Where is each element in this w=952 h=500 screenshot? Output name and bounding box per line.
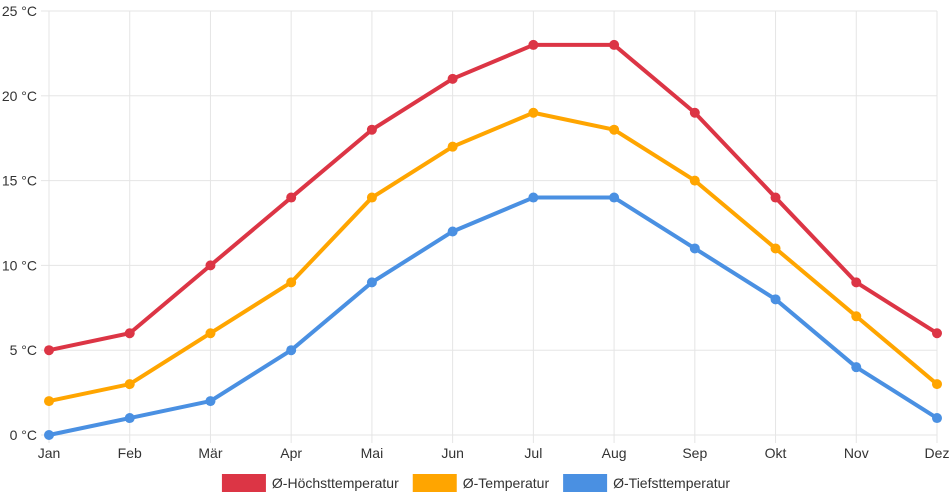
x-tick-label: Apr	[280, 445, 302, 461]
x-axis-ticks: Jan Feb Mär Apr Mai Jun Jul Aug Sep Okt Nov Dez	[38, 445, 950, 461]
series-line	[47, 195, 939, 437]
legend-label: Ø-Temperatur	[463, 475, 550, 491]
x-tick-label: Okt	[765, 445, 787, 461]
series-line	[47, 42, 939, 353]
y-tick-label: 0 °C	[10, 427, 37, 443]
data-point[interactable]	[447, 226, 458, 237]
data-point[interactable]	[770, 192, 781, 203]
data-point[interactable]	[689, 107, 700, 118]
y-axis-ticks: 0 °C 5 °C 10 °C 15 °C 20 °C 25 °C	[2, 3, 37, 443]
data-point[interactable]	[851, 311, 862, 322]
x-tick-label: Feb	[118, 445, 142, 461]
x-tick-label: Jun	[441, 445, 464, 461]
data-point[interactable]	[205, 396, 216, 407]
legend-swatch	[221, 474, 266, 492]
series-line	[47, 110, 939, 404]
x-tick-label: Jul	[524, 445, 542, 461]
data-point[interactable]	[932, 413, 942, 424]
data-point[interactable]	[205, 328, 216, 339]
x-tick-label: Mai	[361, 445, 384, 461]
y-tick-label: 5 °C	[10, 342, 37, 358]
legend-item-1[interactable]: Ø-Höchsttemperatur	[221, 474, 399, 492]
data-point[interactable]	[770, 294, 781, 305]
data-point[interactable]	[124, 379, 135, 390]
series-lines	[44, 39, 942, 440]
data-point[interactable]	[528, 192, 539, 203]
data-point[interactable]	[366, 124, 377, 135]
data-point[interactable]	[609, 124, 620, 135]
data-point[interactable]	[286, 345, 297, 356]
data-point[interactable]	[205, 260, 216, 271]
data-point[interactable]	[366, 192, 377, 203]
legend-label: Ø-Höchsttemperatur	[272, 475, 399, 491]
legend-item-3[interactable]: Ø-Tiefsttemperatur	[563, 474, 730, 492]
x-tick-label: Sep	[682, 445, 707, 461]
x-tick-label: Dez	[925, 445, 950, 461]
x-tick-label: Mär	[198, 445, 222, 461]
data-point[interactable]	[609, 39, 620, 50]
data-point[interactable]	[932, 379, 942, 390]
data-point[interactable]	[851, 277, 862, 288]
data-point[interactable]	[447, 141, 458, 152]
data-point[interactable]	[689, 243, 700, 254]
legend-swatch	[563, 474, 608, 492]
data-point[interactable]	[447, 73, 458, 84]
legend-label: Ø-Tiefsttemperatur	[613, 475, 730, 491]
x-tick-label: Nov	[844, 445, 869, 461]
series-2	[44, 107, 942, 407]
y-tick-label: 20 °C	[2, 88, 37, 104]
data-point[interactable]	[286, 277, 297, 288]
data-point[interactable]	[44, 430, 54, 440]
y-tick-label: 10 °C	[2, 257, 37, 273]
data-point[interactable]	[851, 362, 862, 373]
data-point[interactable]	[44, 396, 54, 407]
data-point[interactable]	[609, 192, 620, 203]
data-point[interactable]	[528, 39, 539, 50]
data-point[interactable]	[770, 243, 781, 254]
data-point[interactable]	[286, 192, 297, 203]
data-point[interactable]	[689, 175, 700, 186]
data-point[interactable]	[44, 345, 54, 356]
data-point[interactable]	[124, 328, 135, 339]
data-point[interactable]	[932, 328, 942, 339]
data-point[interactable]	[124, 413, 135, 424]
legend-swatch	[412, 474, 457, 492]
series-3	[44, 192, 942, 440]
x-tick-label: Jan	[38, 445, 61, 461]
legend: Ø-Höchsttemperatur Ø-Temperatur Ø-Tiefstte…	[221, 474, 730, 492]
x-tick-label: Aug	[602, 445, 627, 461]
y-tick-label: 25 °C	[2, 3, 37, 19]
y-tick-label: 15 °C	[2, 173, 37, 189]
legend-item-2[interactable]: Ø-Temperatur	[412, 474, 550, 492]
data-point[interactable]	[366, 277, 377, 288]
data-point[interactable]	[528, 107, 539, 118]
series-1	[44, 39, 942, 356]
